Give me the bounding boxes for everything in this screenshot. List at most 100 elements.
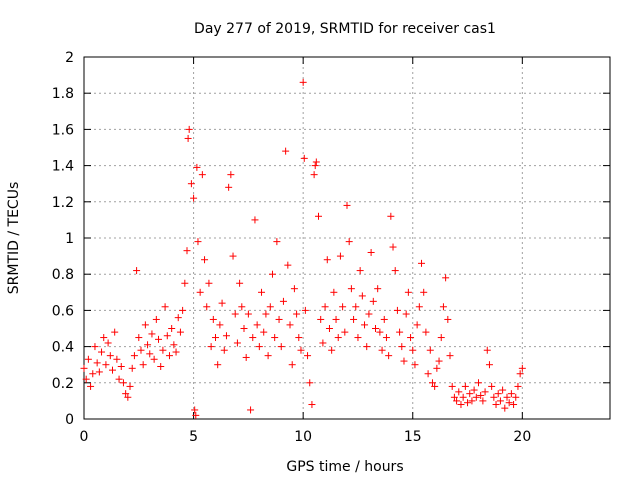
- data-point: [466, 390, 474, 398]
- data-point: [477, 391, 485, 399]
- data-point: [311, 162, 319, 170]
- data-point: [187, 180, 195, 188]
- data-point: [475, 379, 482, 387]
- data-point: [220, 346, 228, 354]
- data-point: [297, 346, 305, 354]
- data-point: [113, 355, 121, 363]
- data-point: [176, 328, 184, 336]
- data-point: [111, 328, 119, 336]
- data-point: [159, 346, 167, 354]
- data-point: [444, 315, 452, 323]
- data-point: [446, 352, 454, 360]
- x-axis-label: GPS time / hours: [286, 459, 403, 475]
- data-point: [315, 212, 323, 220]
- data-point: [352, 303, 360, 311]
- data-point: [457, 401, 465, 409]
- data-point: [193, 163, 201, 171]
- data-point: [284, 261, 292, 269]
- data-point: [334, 334, 342, 342]
- data-point: [358, 292, 366, 300]
- data-point: [205, 279, 213, 287]
- data-point: [400, 357, 408, 365]
- data-point: [192, 411, 200, 419]
- data-point: [299, 78, 307, 86]
- data-point: [282, 147, 290, 155]
- data-point: [102, 361, 110, 369]
- data-point: [380, 315, 388, 323]
- data-point: [286, 321, 294, 329]
- data-point: [461, 382, 469, 390]
- data-point: [141, 321, 149, 329]
- data-point: [409, 346, 417, 354]
- x-tick-label: 5: [189, 429, 198, 445]
- data-point: [435, 357, 443, 365]
- data-point: [273, 238, 281, 246]
- data-point: [264, 352, 272, 360]
- data-point: [378, 346, 386, 354]
- data-point: [126, 382, 134, 390]
- data-point: [328, 346, 336, 354]
- data-point: [87, 382, 95, 390]
- data-point: [295, 334, 303, 342]
- data-point: [376, 328, 384, 336]
- data-point: [418, 259, 426, 267]
- x-axis: 0 5 10 15 20: [80, 57, 531, 445]
- data-point: [203, 303, 211, 311]
- data-point: [117, 363, 125, 371]
- data-point: [483, 346, 491, 354]
- y-tick-label: 1.4: [52, 159, 74, 175]
- data-point: [402, 310, 410, 318]
- data-point: [319, 339, 327, 347]
- y-tick-label: 1.6: [52, 122, 74, 138]
- data-point: [91, 343, 99, 351]
- data-point: [231, 310, 239, 318]
- data-point: [468, 397, 476, 405]
- y-tick-label: 0.8: [52, 267, 74, 283]
- data-point: [494, 390, 502, 398]
- data-point: [496, 397, 504, 405]
- data-point: [135, 334, 143, 342]
- data-point: [516, 370, 524, 378]
- y-tick-label: 0: [65, 412, 74, 428]
- data-point: [503, 393, 511, 401]
- data-point: [290, 285, 298, 293]
- data-point: [119, 379, 127, 387]
- data-point: [354, 334, 362, 342]
- data-point: [481, 388, 489, 396]
- data-point: [89, 370, 97, 378]
- data-point: [404, 288, 412, 296]
- x-tick-label: 15: [404, 429, 422, 445]
- data-point: [367, 248, 375, 256]
- data-point: [391, 267, 399, 275]
- data-point: [428, 379, 436, 387]
- data-point: [152, 315, 160, 323]
- data-point: [455, 388, 463, 396]
- data-point: [415, 303, 423, 311]
- data-point: [361, 321, 369, 329]
- data-point: [396, 328, 404, 336]
- data-point: [317, 315, 325, 323]
- data-point: [93, 359, 101, 367]
- data-point: [308, 401, 316, 409]
- y-tick-label: 1.2: [52, 195, 74, 211]
- data-point: [196, 288, 204, 296]
- data-point: [268, 270, 276, 278]
- data-point: [168, 325, 176, 332]
- y-tick-label: 1.8: [52, 86, 74, 102]
- data-point: [98, 348, 106, 356]
- data-point: [262, 310, 270, 318]
- data-point: [422, 328, 430, 336]
- data-point: [411, 361, 419, 369]
- data-point: [82, 375, 90, 383]
- data-point: [161, 303, 169, 311]
- data-point: [470, 386, 478, 394]
- data-point: [304, 352, 312, 360]
- data-point: [426, 346, 434, 354]
- data-point: [437, 334, 445, 342]
- data-point: [453, 397, 461, 405]
- data-point: [350, 315, 358, 323]
- chart-title: Day 277 of 2019, SRMTID for receiver cas…: [194, 21, 496, 37]
- x-tick-label: 0: [80, 429, 89, 445]
- data-point: [104, 339, 112, 347]
- data-point: [172, 348, 180, 356]
